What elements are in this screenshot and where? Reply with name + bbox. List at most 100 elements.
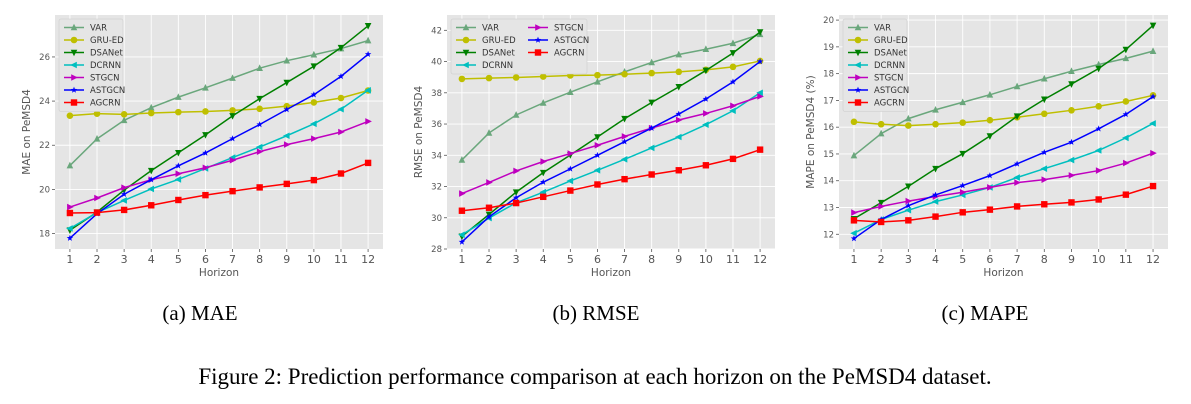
series-astgcn: [66, 50, 372, 241]
y-tick-label: 18: [39, 230, 50, 240]
data-point: [1068, 172, 1076, 179]
data-point: [1149, 47, 1157, 54]
data-point: [1041, 176, 1049, 183]
series-stgcn: [459, 93, 764, 197]
legend-marker: [854, 99, 862, 106]
series-line: [69, 39, 369, 167]
series-line: [853, 24, 1154, 220]
legend-item-gru-ed: GRU-ED: [456, 36, 516, 46]
legend-item-stgcn: STGCN: [528, 24, 583, 34]
series-var: [458, 30, 764, 163]
series-agcrn: [66, 159, 372, 217]
legend-label: AGCRN: [874, 99, 904, 109]
data-point: [648, 99, 655, 107]
legend-label: VAR: [90, 24, 107, 34]
x-tick-label: 12: [753, 253, 767, 266]
data-point: [932, 105, 939, 113]
x-tick-label: 6: [986, 253, 993, 266]
data-point: [229, 187, 236, 195]
caption-c: (c) MAPE: [941, 301, 1029, 325]
data-point: [566, 177, 574, 185]
data-point: [987, 184, 994, 191]
data-point: [458, 75, 466, 83]
series-dcrnn: [850, 120, 1156, 237]
data-point: [1150, 149, 1157, 157]
data-point: [594, 181, 601, 188]
data-point: [594, 151, 601, 159]
data-point: [1094, 147, 1102, 154]
data-point: [905, 122, 912, 129]
x-tick-label: 3: [121, 253, 128, 266]
data-point: [1067, 156, 1075, 164]
legend-label: GRU-ED: [482, 36, 516, 46]
x-tick-label: 1: [850, 253, 857, 266]
x-tick-label: 11: [1119, 253, 1133, 266]
data-point: [1095, 65, 1102, 73]
data-point: [959, 188, 967, 196]
data-point: [959, 119, 967, 126]
data-point: [756, 146, 764, 153]
legend-marker: [535, 24, 542, 31]
legend-item-dcrnn: DCRNN: [848, 61, 905, 71]
data-point: [675, 50, 683, 58]
data-point: [675, 167, 682, 174]
series-line: [853, 122, 1154, 234]
data-point: [310, 176, 318, 184]
x-tick-label: 11: [726, 253, 740, 266]
x-tick-label: 6: [202, 253, 209, 266]
legend-item-gru-ed: GRU-ED: [848, 36, 908, 46]
data-point: [850, 235, 858, 242]
x-tick-label: 1: [458, 253, 465, 266]
data-point: [1040, 110, 1048, 118]
data-point: [175, 108, 182, 116]
x-tick-label: 10: [307, 253, 321, 266]
y-tick-label: 17: [823, 96, 834, 106]
series-var: [66, 36, 372, 169]
data-point: [337, 94, 345, 102]
legend-label: VAR: [874, 24, 891, 34]
data-point: [121, 184, 128, 191]
legend-marker: [462, 23, 470, 31]
data-point: [594, 78, 601, 85]
data-point: [1068, 199, 1075, 206]
data-point: [148, 202, 155, 209]
data-point: [959, 98, 967, 106]
data-point: [512, 111, 520, 118]
legend-marker: [70, 36, 78, 44]
data-point: [1013, 113, 1021, 121]
legend-marker: [70, 23, 78, 31]
data-point: [175, 149, 182, 157]
data-point: [1149, 93, 1157, 100]
y-tick-label: 18: [823, 70, 834, 80]
legend-item-var: VAR: [64, 24, 107, 34]
data-point: [877, 199, 885, 207]
data-point: [364, 23, 372, 30]
data-point: [1122, 110, 1130, 118]
data-point: [66, 161, 74, 169]
x-tick-label: 3: [905, 253, 912, 266]
data-point: [512, 189, 520, 196]
legend-label: ASTGCN: [90, 86, 125, 96]
data-point: [729, 107, 736, 115]
series-stgcn: [851, 149, 1157, 216]
data-point: [147, 176, 155, 183]
data-point: [986, 116, 994, 124]
data-point: [458, 156, 466, 163]
x-tick-label: 9: [283, 253, 290, 266]
data-point: [1123, 159, 1130, 167]
series-line: [853, 96, 1154, 240]
legend-marker: [855, 74, 862, 81]
y-tick-label: 28: [431, 245, 442, 255]
data-point: [1122, 46, 1130, 54]
legend-marker: [462, 49, 470, 57]
data-point: [1149, 22, 1157, 30]
data-point: [1041, 148, 1048, 156]
data-point: [729, 39, 737, 47]
data-point: [283, 106, 291, 113]
data-point: [729, 50, 737, 57]
data-point: [675, 116, 683, 124]
legend-item-agcrn: AGCRN: [848, 99, 904, 109]
legend-label: DCRNN: [874, 61, 905, 71]
data-point: [702, 45, 710, 53]
